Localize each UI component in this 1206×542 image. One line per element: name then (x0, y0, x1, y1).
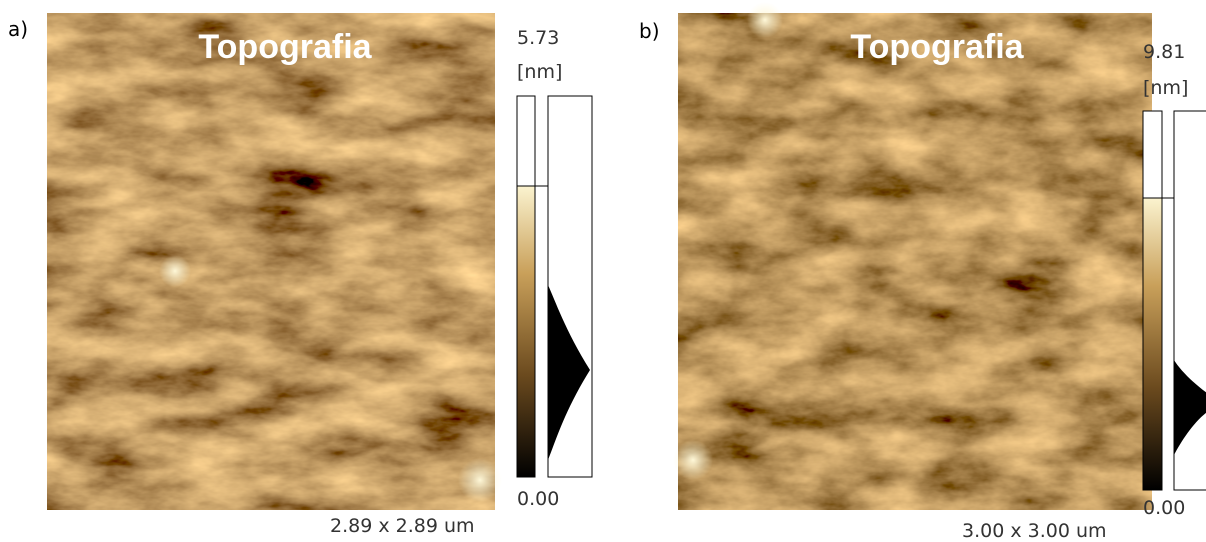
panel-b: b) Topografia 9.81 [nm] 0.00 3.00 x 3.00… (639, 2, 1206, 542)
colorbar (516, 185, 536, 478)
scale-min: 0.00 (517, 488, 559, 510)
scale-min: 0.00 (1143, 497, 1185, 519)
bright-spot (673, 440, 713, 480)
scale-max: 5.73 (517, 27, 559, 49)
image-title: Topografia (850, 28, 1024, 66)
scale-unit: [nm] (1143, 77, 1188, 99)
histogram (1174, 360, 1206, 455)
scan-size: 3.00 x 3.00 um (962, 520, 1107, 542)
scale-max: 9.81 (1143, 41, 1185, 63)
panel-label: a) (8, 17, 28, 41)
bright-spot (159, 255, 191, 287)
colorbar (1142, 197, 1163, 491)
bright-spot (747, 2, 783, 38)
afm-texture (678, 13, 1152, 510)
histogram (548, 285, 590, 460)
afm-texture (47, 13, 495, 510)
image-title: Topografia (198, 28, 372, 66)
panel-label: b) (639, 19, 660, 43)
bright-spot (458, 458, 502, 502)
panel-a: a) Topografia 5.73 [nm] 0.00 2.89 x 2.89… (8, 13, 593, 537)
scan-size: 2.89 x 2.89 um (330, 515, 475, 537)
scale-unit: [nm] (517, 61, 562, 83)
